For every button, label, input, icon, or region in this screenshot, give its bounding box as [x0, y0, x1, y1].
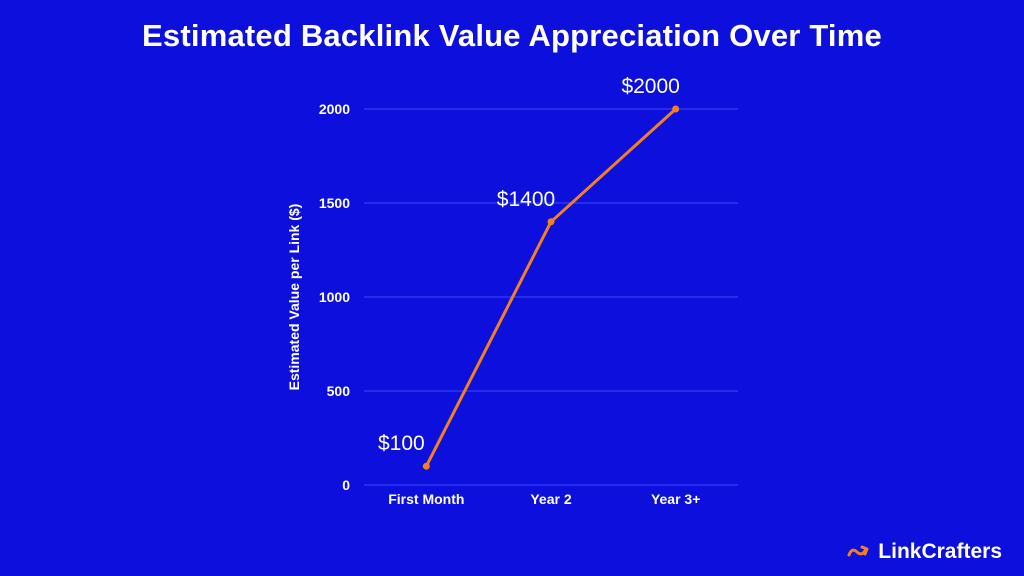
- y-tick-label: 1000: [319, 289, 350, 305]
- data-point: [672, 105, 680, 113]
- data-point: [547, 218, 555, 226]
- data-point: [422, 462, 430, 470]
- data-label: $1400: [497, 188, 555, 211]
- y-tick-label: 0: [342, 477, 350, 493]
- y-tick-label: 500: [327, 383, 351, 399]
- y-tick-label: 1500: [319, 195, 350, 211]
- series-line: [424, 107, 677, 467]
- data-label: $2000: [621, 75, 679, 98]
- chart-title: Estimated Backlink Value Appreciation Ov…: [142, 18, 882, 53]
- y-axis-label: Estimated Value per Link ($): [286, 204, 302, 391]
- y-tick-label: 2000: [319, 101, 350, 117]
- data-label: $100: [378, 432, 425, 455]
- x-tick-label: First Month: [388, 491, 464, 507]
- brand-logo: LinkCrafters: [846, 540, 1002, 564]
- brand-name: LinkCrafters: [878, 540, 1002, 563]
- y-tick-labels: 0 500 1000 1500 2000: [319, 101, 350, 493]
- grid-lines: [364, 108, 738, 486]
- data-points: [422, 105, 680, 470]
- x-tick-label: Year 2: [530, 491, 571, 507]
- x-tick-labels: First Month Year 2 Year 3+: [388, 491, 700, 507]
- chain-link-icon: [847, 545, 869, 557]
- x-tick-label: Year 3+: [651, 491, 700, 507]
- data-labels: $100 $1400 $2000: [378, 75, 680, 455]
- series-line-path: [424, 107, 677, 467]
